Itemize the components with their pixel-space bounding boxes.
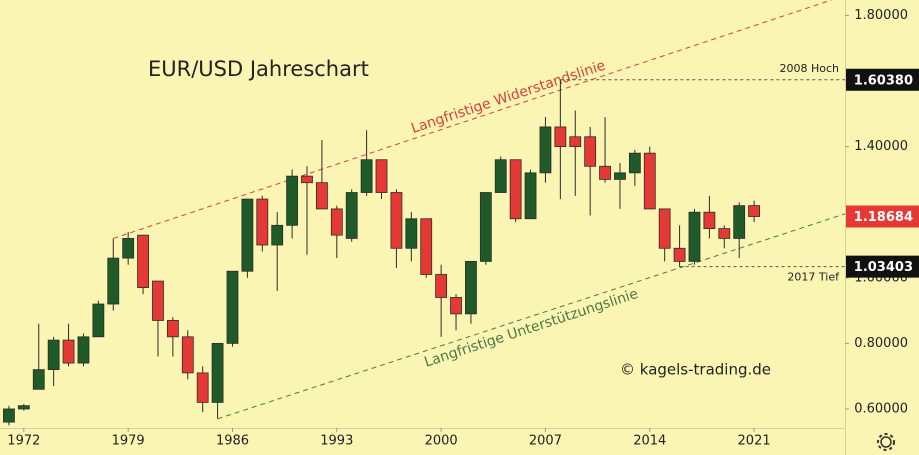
candle-body [152, 280, 164, 321]
candle-body [211, 342, 224, 403]
candle-body [614, 172, 626, 180]
candle-body [569, 136, 582, 148]
candle-body [241, 198, 254, 272]
candle-body [122, 238, 135, 259]
candle-body [345, 192, 358, 239]
candle-body [420, 218, 433, 275]
price-label: 1.18684 [854, 210, 913, 225]
price-label-box [846, 68, 919, 91]
y-tick-label: 1.40000 [854, 139, 908, 154]
y-tick-label: 1.80000 [854, 8, 908, 23]
candle-body [465, 260, 477, 315]
candle-body [47, 339, 60, 371]
x-tick-label: 2000 [425, 434, 458, 449]
candle-body [32, 369, 45, 390]
candle-body [718, 228, 731, 239]
candle-body [92, 303, 105, 338]
price-label: 1.60380 [854, 73, 913, 88]
candle-body [673, 247, 686, 262]
candle-body [524, 172, 537, 220]
candle-body [3, 408, 15, 423]
watermark: © kagels-trading.de [620, 361, 771, 379]
level-label: 2008 Hoch [779, 62, 839, 75]
settings-icon[interactable] [877, 433, 895, 451]
candle-body [494, 159, 507, 193]
x-tick-label: 2007 [529, 434, 562, 449]
candle-body [166, 320, 179, 338]
candle-body [301, 175, 313, 184]
candle-body [77, 336, 90, 364]
candle-body [450, 297, 462, 315]
candle-body [330, 208, 343, 236]
chart-title: EUR/USD Jahreschart [148, 57, 369, 81]
candle-body [256, 198, 269, 246]
candle-body [703, 211, 716, 229]
x-tick-label: 2021 [738, 434, 771, 449]
price-label: 1.03403 [854, 260, 913, 275]
candle-body [226, 270, 239, 344]
candle-body [316, 182, 328, 210]
candle-body [405, 218, 418, 249]
candle-body [584, 136, 597, 167]
trendline [113, 0, 832, 239]
level-label: 2017 Tief [787, 271, 840, 284]
trendline [217, 213, 846, 420]
candle-body [688, 211, 701, 262]
x-tick-label: 2014 [633, 434, 666, 449]
candle-body [62, 339, 75, 364]
candle-body [554, 126, 567, 148]
candle-body [509, 159, 522, 220]
x-tick-label: 1993 [320, 434, 353, 449]
candle-body [435, 274, 448, 298]
candle-body [181, 336, 194, 374]
candle-body [271, 224, 284, 246]
candle-body [479, 192, 492, 262]
candle-body [628, 152, 641, 174]
candle-body [137, 234, 149, 289]
y-tick-label: 0.60000 [854, 401, 908, 416]
candle-body [643, 152, 656, 210]
y-tick-label: 0.80000 [854, 336, 908, 351]
candle-body [599, 165, 611, 180]
candle-body [539, 126, 552, 174]
x-tick-label: 1979 [112, 434, 145, 449]
x-tick-label: 1986 [216, 434, 249, 449]
price-label-box [846, 205, 919, 228]
x-tick-label: 1972 [7, 434, 40, 449]
candle-body [286, 175, 298, 226]
candle-body [17, 405, 30, 410]
candle-body [375, 159, 388, 193]
candle-body [658, 208, 671, 249]
price-label-box [846, 255, 919, 278]
candle-body [748, 205, 760, 217]
candle-body [360, 159, 373, 193]
candle-body [390, 192, 403, 249]
candle-body [196, 372, 209, 403]
candle-body [733, 205, 746, 239]
candle-body [107, 257, 120, 305]
